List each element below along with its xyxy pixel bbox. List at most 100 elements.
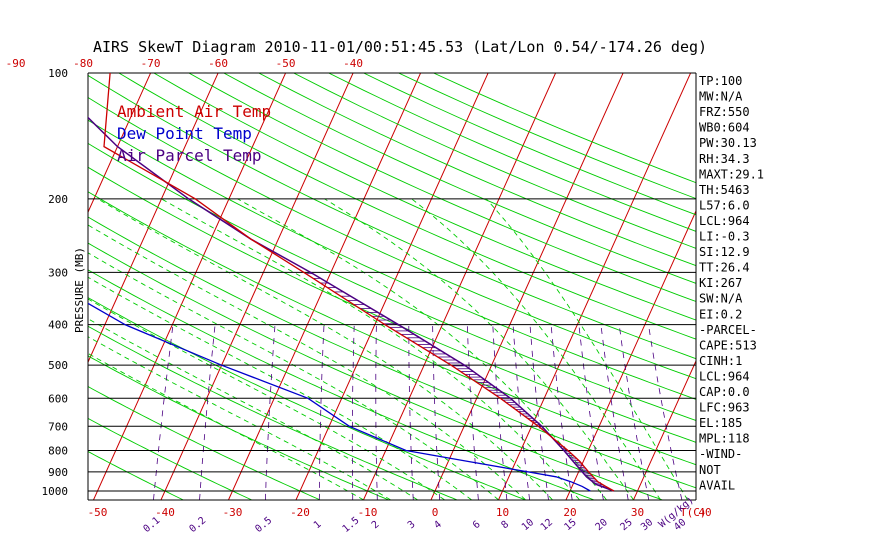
mixing-ratio-label: 25 bbox=[618, 517, 634, 533]
index-entry: RH:34.3 bbox=[699, 152, 750, 166]
index-entry: CINH:1 bbox=[699, 354, 742, 368]
index-entry: FRZ:550 bbox=[699, 105, 750, 119]
mixing-ratio-label: 2 bbox=[370, 519, 382, 531]
pressure-tick-label: 1000 bbox=[42, 485, 69, 498]
pressure-tick-label: 500 bbox=[48, 359, 68, 372]
dry-adiabat-line bbox=[88, 297, 526, 500]
mixing-ratio-line bbox=[199, 324, 216, 500]
moist-adiabat-line bbox=[324, 198, 634, 500]
mixing-ratio-line bbox=[529, 324, 549, 500]
ambient-profile-line bbox=[103, 73, 615, 492]
dry-adiabat-line bbox=[398, 73, 696, 200]
bottom-temp-tick: 20 bbox=[563, 506, 576, 519]
isotherm-line bbox=[565, 209, 696, 500]
temp-unit-label: T(C) bbox=[680, 506, 707, 519]
mixing-ratio-label: 15 bbox=[562, 517, 578, 533]
mixing-ratio-label: 30 bbox=[639, 517, 655, 533]
mixing-ratio-label: 4 bbox=[432, 519, 444, 531]
index-entry: SW:N/A bbox=[699, 292, 743, 306]
mixing-ratio-line bbox=[466, 324, 479, 500]
top-temp-tick: -60 bbox=[208, 57, 228, 70]
moist-adiabat-line bbox=[97, 198, 553, 500]
bottom-temp-tick: 40 bbox=[698, 506, 711, 519]
dry-adiabat-line bbox=[88, 74, 696, 360]
mixing-ratio-label: 3 bbox=[406, 519, 418, 531]
dry-adiabat-line bbox=[88, 325, 458, 500]
index-entry: EL:185 bbox=[699, 416, 742, 430]
isotherm-line bbox=[295, 73, 489, 500]
index-entry: LCL:964 bbox=[699, 214, 750, 228]
isotherm-line bbox=[228, 73, 422, 500]
pressure-tick-label: 900 bbox=[48, 466, 68, 479]
mixing-ratio-line bbox=[512, 324, 530, 500]
dry-adiabat-line bbox=[258, 73, 696, 267]
index-entry: AVAIL bbox=[699, 478, 735, 492]
index-entry: MAXT:29.1 bbox=[699, 167, 764, 181]
index-entry: CAPE:513 bbox=[699, 338, 757, 352]
dry-adiabat-line bbox=[88, 269, 594, 500]
y-axis-label: PRESSURE (MB) bbox=[73, 247, 86, 333]
index-entry: WB0:604 bbox=[699, 121, 750, 135]
mixing-ratio-line bbox=[265, 324, 276, 500]
dry-adiabat-line bbox=[153, 73, 696, 321]
moist-adiabat-line bbox=[88, 276, 472, 500]
bottom-temp-tick: 10 bbox=[496, 506, 509, 519]
isotherm-line bbox=[0, 54, 24, 500]
moist-adiabat-line bbox=[88, 352, 364, 500]
index-entry: L57:6.0 bbox=[699, 198, 750, 212]
mixing-ratio-line bbox=[318, 324, 325, 500]
mixing-ratio-label: 6 bbox=[471, 519, 483, 531]
chart-title: AIRS SkewT Diagram 2010-11-01/00:51:45.5… bbox=[93, 38, 707, 56]
dry-adiabat-line bbox=[88, 417, 252, 500]
mixing-ratio-line bbox=[351, 324, 355, 500]
legend-entry: Ambient Air Temp bbox=[117, 102, 271, 121]
index-entry: KI:267 bbox=[699, 276, 742, 290]
bottom-temp-tick: -20 bbox=[290, 506, 310, 519]
dry-adiabat-line bbox=[88, 386, 321, 500]
bottom-temp-tick: 0 bbox=[432, 506, 439, 519]
dewpoint-profile-line bbox=[88, 302, 591, 492]
dry-adiabat-line bbox=[433, 73, 696, 184]
mixing-ratio-line bbox=[550, 324, 573, 500]
top-temp-tick: -50 bbox=[276, 57, 296, 70]
parcel-profile-line bbox=[88, 116, 615, 492]
index-entry: NOT bbox=[699, 463, 721, 477]
isotherm-line bbox=[88, 73, 152, 214]
isotherm-line bbox=[430, 73, 624, 500]
moist-adiabat-line bbox=[237, 198, 607, 500]
isotherm-line bbox=[88, 73, 219, 364]
moist-adiabat-line bbox=[411, 198, 661, 500]
mixing-ratio-label: 0.5 bbox=[253, 515, 274, 535]
mixing-ratio-line bbox=[600, 324, 629, 500]
isotherm-line bbox=[363, 73, 557, 500]
dry-adiabat-line bbox=[88, 96, 696, 380]
mixing-ratio-line bbox=[578, 324, 604, 500]
bottom-temp-tick: -30 bbox=[223, 506, 243, 519]
index-entry: TT:26.4 bbox=[699, 261, 750, 275]
pressure-tick-label: 700 bbox=[48, 420, 68, 433]
index-entry: -WIND- bbox=[699, 447, 742, 461]
mixing-ratio-line bbox=[492, 324, 508, 500]
isotherm-line bbox=[498, 73, 692, 500]
dry-adiabat-line bbox=[118, 73, 696, 340]
pressure-tick-label: 800 bbox=[48, 444, 68, 457]
top-temp-tick: -40 bbox=[343, 57, 363, 70]
top-temp-tick: -90 bbox=[6, 57, 26, 70]
pressure-tick-label: 300 bbox=[48, 266, 68, 279]
top-temp-tick: -80 bbox=[73, 57, 93, 70]
index-entry: -PARCEL- bbox=[699, 323, 757, 337]
moist-adiabat-line bbox=[88, 298, 445, 500]
mixing-ratio-line bbox=[408, 324, 414, 500]
pressure-tick-label: 100 bbox=[48, 67, 68, 80]
index-entry: EI:0.2 bbox=[699, 307, 742, 321]
bottom-temp-tick: -50 bbox=[88, 506, 108, 519]
bottom-temp-tick: 30 bbox=[631, 506, 644, 519]
index-entry: SI:12.9 bbox=[699, 245, 750, 259]
moist-adiabat-line bbox=[161, 198, 580, 500]
legend: Ambient Air Temp Dew Point Temp Air Parcel… bbox=[117, 102, 271, 165]
isotherm-line bbox=[769, 54, 870, 500]
dry-adiabat-line bbox=[88, 119, 696, 400]
mixing-ratio-label: 10 bbox=[520, 517, 536, 533]
